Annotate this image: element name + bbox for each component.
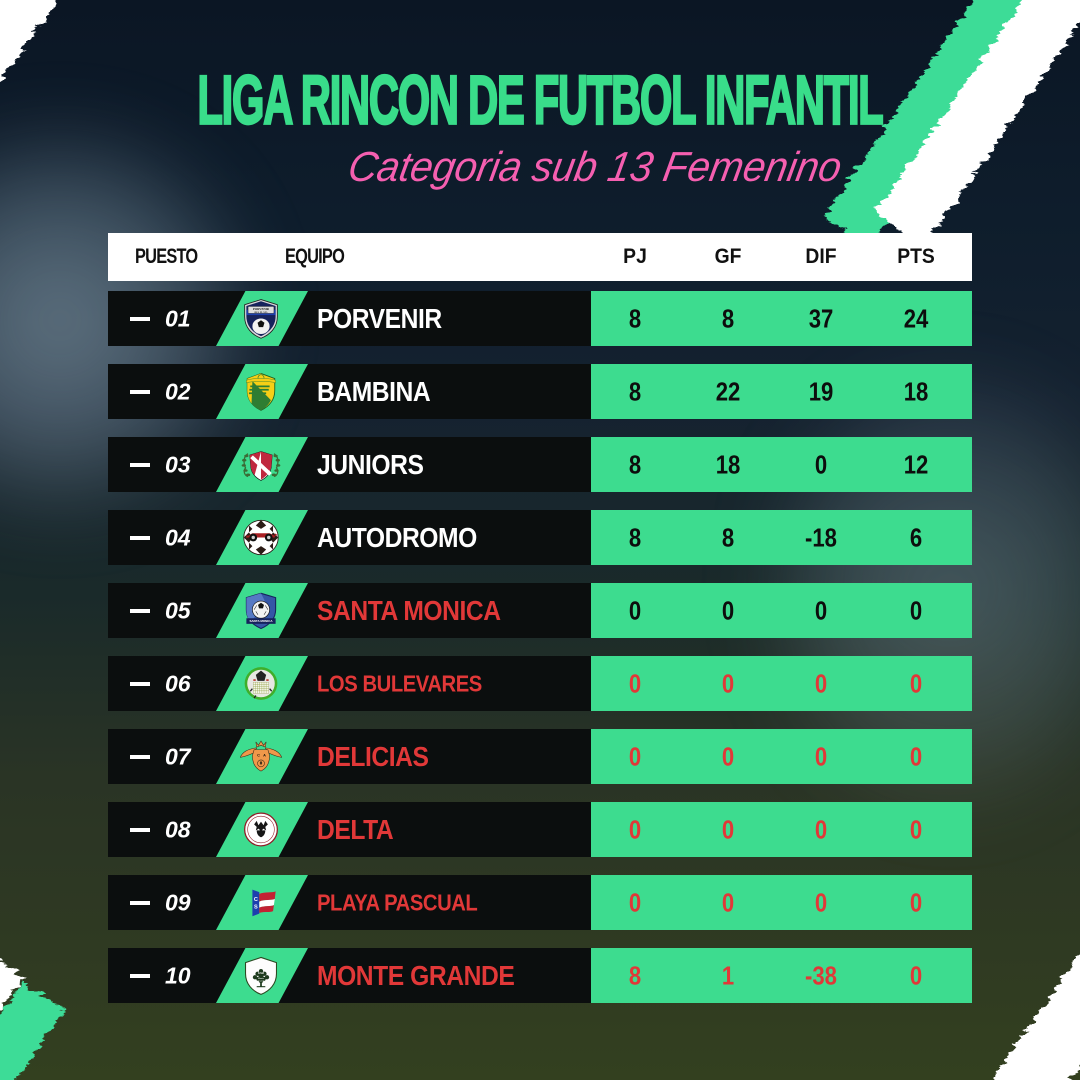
svg-text:C: C [254,897,258,903]
svg-text:C: C [257,753,260,758]
svg-text:Grande: Grande [257,981,265,983]
svg-text:PORVENIR: PORVENIR [253,307,270,311]
svg-text:C.S.D: C.S.D [258,972,265,975]
svg-text:SANTA MONICA: SANTA MONICA [250,619,274,623]
svg-text:A: A [263,753,266,758]
svg-text:DEL PLATA: DEL PLATA [255,311,268,314]
svg-text:S: S [254,905,258,911]
